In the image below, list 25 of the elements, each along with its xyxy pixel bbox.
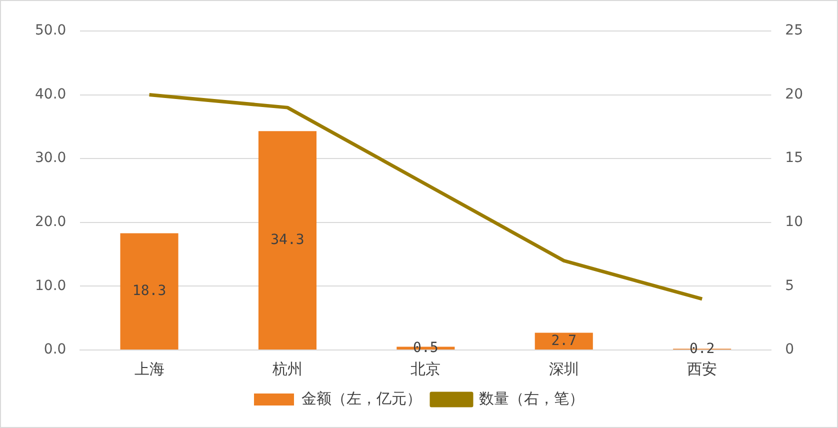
- y2-tick-label: 25: [785, 22, 804, 39]
- legend-label: 金额（左，亿元）: [302, 389, 422, 408]
- bar: [258, 131, 316, 350]
- y2-tick-label: 10: [785, 214, 804, 230]
- y-tick-label: 50.0: [35, 22, 66, 39]
- bar: [120, 233, 178, 350]
- y2-tick-label: 5: [785, 278, 794, 294]
- x-tick-label: 北京: [410, 360, 441, 378]
- y2-tick-label: 15: [785, 150, 804, 166]
- data-label: 18.3: [132, 283, 166, 300]
- x-tick-label: 西安: [687, 360, 718, 378]
- y-tick-label: 30.0: [35, 150, 66, 166]
- data-label: 34.3: [270, 232, 304, 248]
- legend-label: 数量（右，笔）: [479, 389, 584, 408]
- data-label: 2.7: [551, 332, 577, 349]
- x-tick-label: 深圳: [548, 360, 579, 378]
- x-tick-label: 杭州: [271, 360, 302, 378]
- y-tick-label: 10.0: [35, 278, 66, 294]
- y2-tick-label: 0: [785, 342, 794, 358]
- bar: [534, 332, 593, 350]
- y-tick-label: 0.0: [44, 342, 66, 358]
- y-tick-label: 40.0: [35, 86, 66, 102]
- x-tick-label: 上海: [134, 360, 164, 378]
- y2-tick-label: 20: [785, 86, 804, 102]
- y-tick-label: 20.0: [35, 214, 66, 230]
